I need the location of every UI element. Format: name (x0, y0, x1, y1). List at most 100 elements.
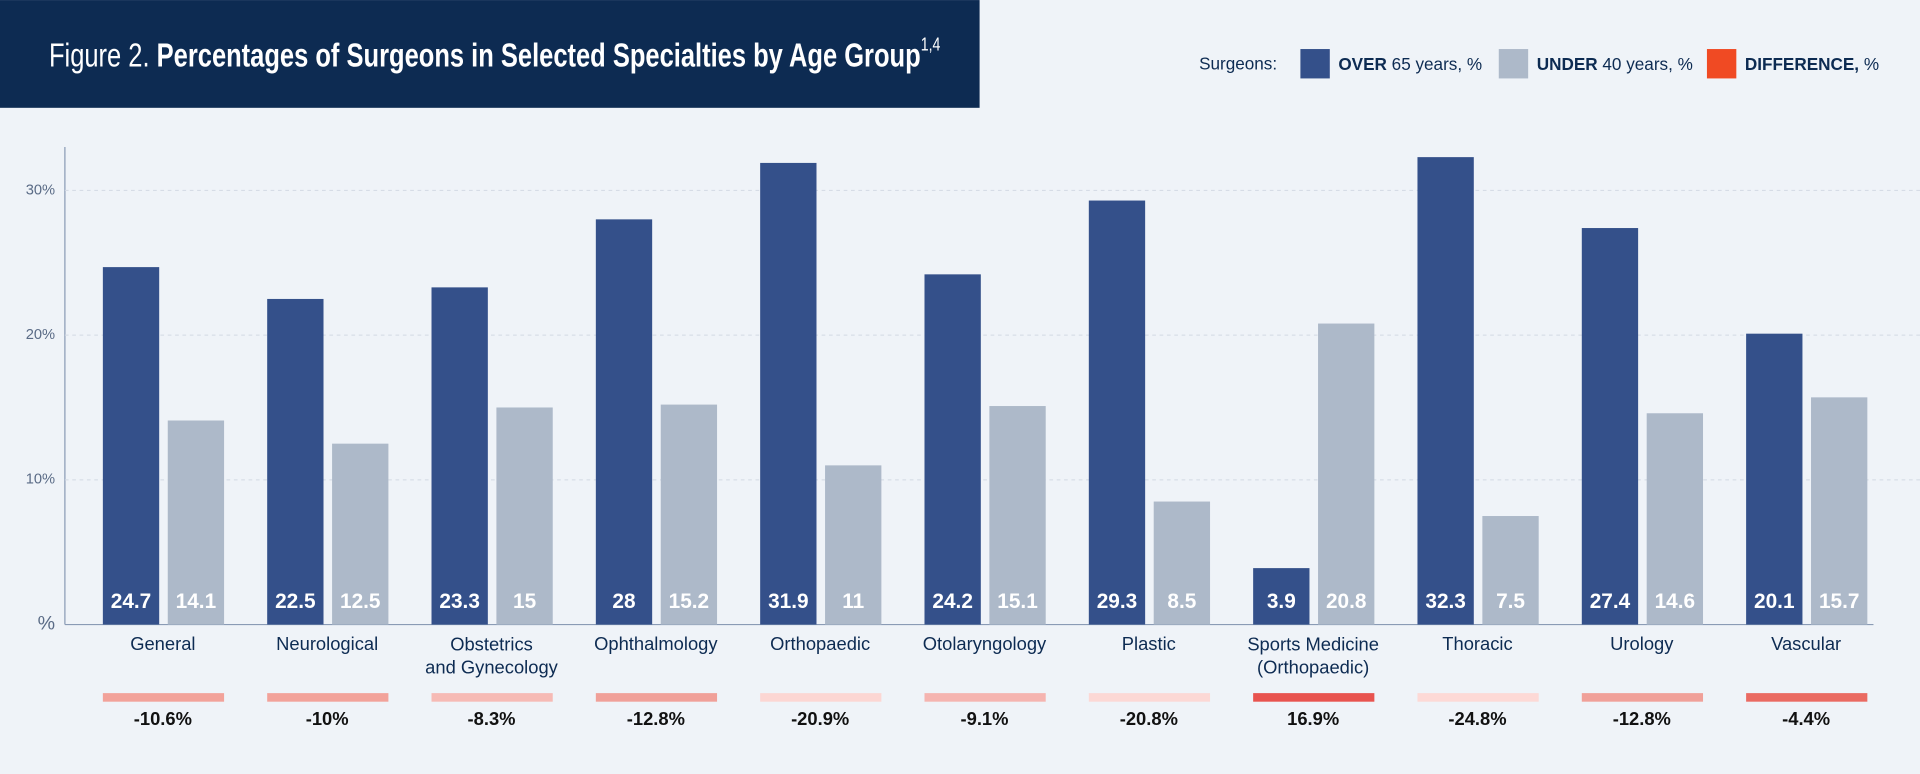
figure-label: Figure 2. (49, 37, 150, 74)
difference-label: 16.9% (1287, 708, 1339, 729)
bar (1318, 323, 1375, 625)
difference-label: -12.8% (1613, 708, 1671, 729)
difference-label: -20.8% (1120, 708, 1178, 729)
x-tick-label: General (130, 633, 195, 654)
bar (660, 404, 718, 625)
bar-value-label: 12.5 (340, 590, 380, 613)
x-tick-label: Thoracic (1442, 633, 1512, 654)
difference-label: -8.3% (468, 708, 516, 729)
difference-bar (1088, 693, 1211, 702)
x-tick-label: Plastic (1122, 633, 1176, 654)
bar (431, 287, 488, 625)
bar-value-label: 20.1 (1754, 590, 1794, 613)
legend-swatch (1498, 49, 1529, 79)
bar (496, 407, 553, 625)
difference-bar (267, 693, 389, 702)
legend-label-rest: 40 years, % (1598, 53, 1693, 73)
bar-value-label: 3.9 (1267, 590, 1296, 613)
y-tick-label: 20% (26, 327, 55, 343)
x-tick-line: (Orthopaedic) (1257, 656, 1369, 677)
bar-value-label: 8.5 (1167, 590, 1196, 613)
bar-value-label: 20.8 (1326, 590, 1366, 613)
x-tick-label: Sports Medicine (Orthopaedic) (1247, 633, 1379, 677)
bar-value-label: 22.5 (275, 590, 315, 613)
difference-bar (760, 693, 882, 702)
bar (1253, 568, 1310, 625)
bar-value-label: 24.7 (111, 590, 151, 613)
bar-value-label: 14.1 (176, 590, 216, 613)
x-tick-label: Orthopaedic (770, 633, 870, 654)
difference-label: -9.1% (961, 708, 1009, 729)
difference-label: -10.6% (134, 708, 192, 729)
difference-bar (1746, 693, 1868, 702)
title-box (0, 0, 980, 108)
legend-label-rest: % (1859, 53, 1879, 73)
bar-value-label: 15.2 (669, 590, 709, 613)
bar (1746, 333, 1803, 625)
bar (989, 406, 1046, 625)
bar-value-label: 24.2 (932, 590, 972, 613)
x-tick-label: Obstetrics and Gynecology (425, 633, 559, 677)
x-tick-label: Neurological (276, 633, 378, 654)
difference-bar (924, 693, 1046, 702)
legend-label-strong: DIFFERENCE, (1745, 53, 1859, 73)
bar-value-label: 28 (612, 590, 635, 613)
difference-bar (431, 693, 553, 702)
x-tick-label: Urology (1610, 633, 1674, 654)
bar-value-label: 11 (842, 590, 864, 613)
difference-label: -20.9% (791, 708, 849, 729)
bar (1581, 228, 1639, 625)
bar (760, 162, 817, 625)
bar (924, 274, 981, 625)
bar (825, 465, 882, 625)
bar-value-label: 15 (513, 590, 536, 613)
legend-label: OVER 65 years, % (1338, 53, 1482, 73)
bar-value-label: 27.4 (1590, 590, 1631, 613)
y-tick-label: 10% (26, 472, 55, 488)
title-text: Percentages of Surgeons in Selected Spec… (157, 37, 921, 74)
difference-label: -4.4% (1782, 708, 1830, 729)
x-tick-line: and Gynecology (425, 656, 559, 677)
bar-value-label: 29.3 (1097, 590, 1137, 613)
bar (267, 298, 324, 625)
y-tick-label: % (38, 613, 55, 635)
bar (1482, 516, 1539, 625)
bar-value-label: 23.3 (439, 590, 479, 613)
bar (102, 267, 160, 625)
bar-value-label: 15.7 (1819, 590, 1859, 613)
bar (1646, 413, 1704, 625)
legend-swatch (1706, 49, 1737, 79)
difference-bar (102, 693, 225, 702)
x-tick-label: Vascular (1771, 633, 1841, 654)
bar-value-label: 31.9 (768, 590, 808, 613)
difference-label: -10% (306, 708, 349, 729)
bar (1153, 501, 1211, 625)
difference-bar (1417, 693, 1539, 702)
x-tick-label: Otolaryngology (923, 633, 1047, 654)
bar-value-label: 32.3 (1425, 590, 1465, 613)
bar (1811, 397, 1868, 625)
difference-label: -12.8% (627, 708, 685, 729)
legend-swatch (1300, 49, 1330, 79)
bar (595, 219, 653, 625)
bar (1088, 200, 1146, 625)
bar (332, 443, 389, 625)
legend-label-strong: UNDER (1537, 53, 1599, 73)
bar-value-label: 14.6 (1655, 590, 1695, 613)
bar-value-label: 15.1 (997, 590, 1037, 613)
legend-label-rest: 65 years, % (1387, 53, 1482, 73)
difference-bar (1253, 693, 1375, 702)
bar (167, 420, 225, 625)
x-tick-line: Obstetrics (450, 633, 533, 654)
legend-label: UNDER 40 years, % (1537, 53, 1693, 73)
title-note: 1,4 (921, 33, 941, 54)
bar (1417, 157, 1474, 625)
legend-label: DIFFERENCE, % (1745, 53, 1879, 73)
difference-label: -24.8% (1448, 708, 1506, 729)
difference-bar (1581, 693, 1704, 702)
chart-title: Figure 2. Percentages of Surgeons in Sel… (49, 33, 940, 74)
x-tick-label: Ophthalmology (594, 633, 718, 654)
y-tick-label: 30% (26, 182, 55, 198)
legend-label-strong: OVER (1338, 53, 1387, 73)
